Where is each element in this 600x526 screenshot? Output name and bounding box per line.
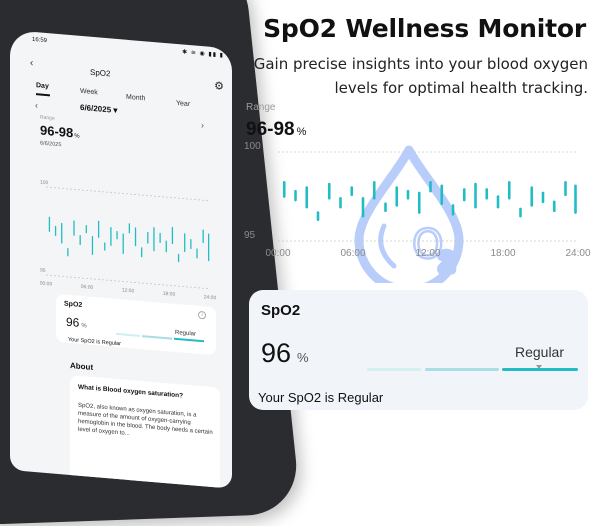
x-tick-label: 24:00 bbox=[204, 294, 217, 301]
about-heading: About bbox=[70, 361, 94, 372]
x-tick-label: 18:00 bbox=[490, 248, 515, 259]
x-tick-label: 12:00 bbox=[415, 248, 440, 259]
chart-range-unit: % bbox=[296, 126, 307, 138]
x-tick-label: 00:00 bbox=[265, 248, 290, 259]
drop-outline bbox=[354, 145, 464, 283]
chart-range-value: 96-98% bbox=[246, 119, 306, 141]
promo-subtitle: Gain precise insights into your blood ox… bbox=[254, 52, 588, 100]
screen-title: SpO2 bbox=[90, 67, 111, 79]
drop-subscript-glyph: 2 bbox=[440, 251, 454, 276]
y-tick-label: 95 bbox=[40, 268, 46, 274]
phone-spo2-chart: 100 95 00:00 06:00 12:00 18:00 24:00 bbox=[40, 180, 217, 302]
x-tick-label: 06:00 bbox=[340, 248, 365, 259]
card-value-unit: % bbox=[297, 350, 309, 365]
promo-headline: SpO2 Wellness Monitor bbox=[263, 14, 586, 43]
chart-range-label: Range bbox=[246, 102, 276, 113]
next-day-arrow[interactable]: › bbox=[201, 120, 204, 131]
tab-day[interactable]: Day bbox=[36, 82, 49, 91]
x-tick-label: 12:00 bbox=[122, 287, 135, 294]
range-unit: % bbox=[74, 133, 80, 140]
phone-card-status: Regular bbox=[174, 329, 196, 338]
phone-card-title: SpO2 bbox=[64, 300, 83, 310]
chart-range-number: 96-98 bbox=[246, 119, 295, 140]
status-time: 16:59 bbox=[32, 36, 48, 45]
x-tick-label: 18:00 bbox=[163, 291, 176, 298]
phone-scale-high bbox=[174, 337, 204, 342]
about-question: What is Blood oxygen saturation? bbox=[78, 383, 184, 400]
back-arrow-icon[interactable]: ‹ bbox=[30, 57, 34, 69]
date-value: 6/6/2025 bbox=[80, 102, 112, 115]
x-tick-label: 24:00 bbox=[565, 248, 590, 259]
active-tab-underline bbox=[36, 93, 50, 96]
status-icons: ✱ ≋ ◉ ▮▮ ▮ bbox=[182, 49, 224, 59]
drop-o2-glyph: O bbox=[412, 222, 443, 268]
y-tick-label: 100 bbox=[244, 141, 261, 152]
promo-subtitle-line-1: Gain precise insights into your blood ox… bbox=[253, 55, 588, 73]
x-tick-label: 06:00 bbox=[81, 284, 94, 291]
about-body: SpO2, also known as oxygen saturation, i… bbox=[78, 402, 213, 438]
gridline bbox=[46, 186, 210, 202]
scale-segment-high bbox=[502, 368, 578, 371]
scale-segment-low bbox=[367, 368, 421, 371]
card-title: SpO2 bbox=[261, 302, 301, 319]
phone-scale-low bbox=[116, 332, 140, 337]
card-value: 96% bbox=[261, 338, 309, 369]
card-message: Your SpO2 is Regular bbox=[258, 390, 384, 405]
card-value-number: 96 bbox=[261, 338, 292, 368]
y-tick-label: 100 bbox=[40, 180, 49, 187]
tab-week[interactable]: Week bbox=[80, 87, 98, 97]
date-selector[interactable]: 6/6/2025 ▾ bbox=[80, 102, 118, 116]
info-icon[interactable]: i bbox=[198, 310, 206, 320]
phone-card-message: Your SpO2 is Regular bbox=[68, 336, 121, 348]
phone-card-value: 96% bbox=[66, 315, 87, 331]
phone-card-number: 96 bbox=[66, 314, 80, 330]
prev-day-arrow[interactable]: ‹ bbox=[35, 100, 38, 111]
drop-highlight bbox=[378, 223, 397, 269]
status-indicator-caret bbox=[536, 365, 542, 369]
gear-icon[interactable]: ⚙ bbox=[214, 80, 224, 93]
period-tabs: Day Week Month Year bbox=[36, 82, 220, 108]
phone-screen: 16:59 ✱ ≋ ◉ ▮▮ ▮ ‹ SpO2 ⚙ Day Week Month… bbox=[10, 30, 232, 489]
phone-scale-mid bbox=[142, 335, 172, 340]
oxygen-drop-icon: O2 bbox=[354, 145, 464, 283]
card-status: Regular bbox=[514, 344, 564, 360]
range-label: Range bbox=[40, 114, 55, 122]
scale-segment-mid bbox=[425, 368, 499, 371]
range-number: 96-98 bbox=[40, 122, 74, 141]
spo2-card[interactable]: SpO2 96% Regular Your SpO2 is Regular bbox=[249, 290, 588, 410]
about-card: What is Blood oxygen saturation? SpO2, a… bbox=[70, 375, 220, 489]
range-value: 96-98% bbox=[40, 123, 80, 141]
y-tick-label: 95 bbox=[244, 230, 256, 241]
phone-card-unit: % bbox=[81, 322, 87, 330]
tab-year[interactable]: Year bbox=[176, 99, 191, 109]
tab-month[interactable]: Month bbox=[126, 93, 146, 103]
spo2-range-chart: O2 100 95 00:00 06:00 12:00 18:00 24:00 bbox=[244, 141, 591, 283]
gridline bbox=[46, 274, 210, 290]
promo-subtitle-line-2: levels for optimal health tracking. bbox=[334, 79, 588, 97]
x-tick-label: 00:00 bbox=[40, 281, 53, 288]
